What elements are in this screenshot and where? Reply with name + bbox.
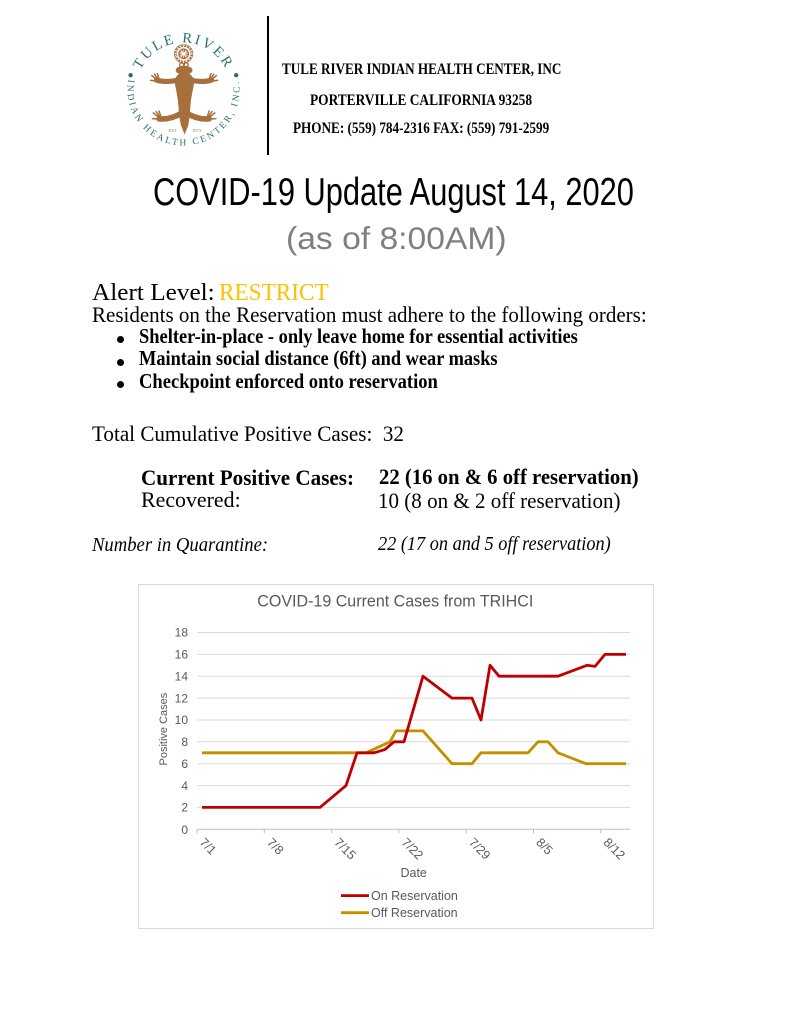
svg-text:8: 8 (181, 735, 188, 749)
svg-text:EST.: EST. (168, 128, 177, 133)
svg-text:2: 2 (181, 801, 188, 815)
svg-text:0: 0 (181, 823, 188, 837)
svg-text:On Reservation: On Reservation (371, 889, 458, 903)
svg-text:COVID-19 Current Cases from TR: COVID-19 Current Cases from TRIHCI (257, 593, 533, 611)
svg-text:Off Reservation: Off Reservation (371, 906, 458, 920)
svg-text:1973: 1973 (192, 128, 202, 133)
svg-text:10: 10 (175, 713, 189, 727)
svg-text:Positive Cases: Positive Cases (158, 692, 170, 765)
svg-text:14: 14 (175, 669, 189, 683)
svg-text:4: 4 (181, 779, 188, 793)
svg-text:6: 6 (181, 757, 188, 771)
svg-text:Date: Date (400, 866, 426, 880)
svg-text:18: 18 (175, 626, 189, 640)
svg-text:12: 12 (175, 691, 189, 705)
svg-text:16: 16 (175, 648, 189, 662)
